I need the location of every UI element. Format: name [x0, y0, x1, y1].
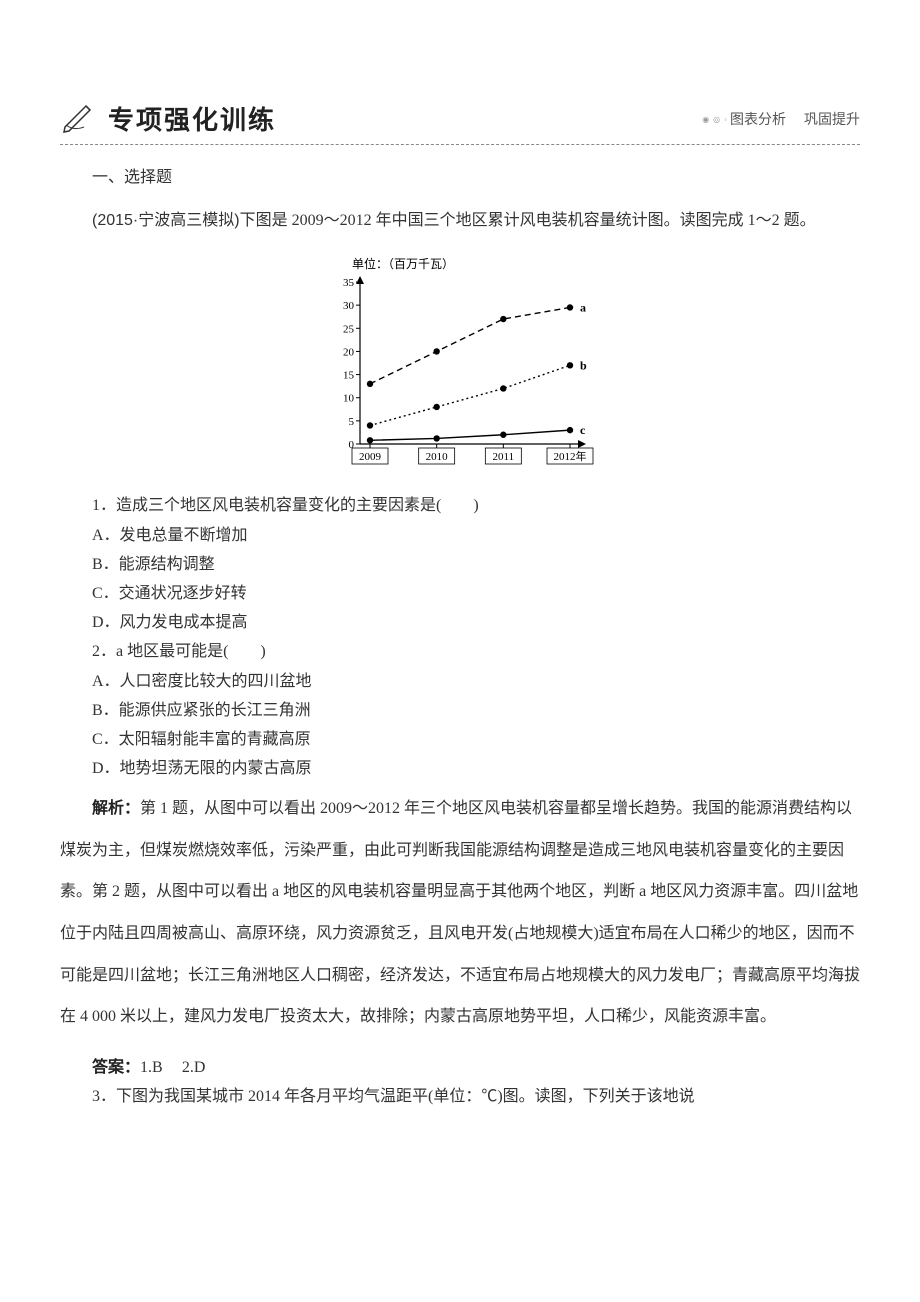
- q1-opt-a: A．发电总量不断增加: [60, 522, 860, 549]
- q1-stem: 1．造成三个地区风电装机容量变化的主要因素是( ): [60, 492, 860, 519]
- q1-opt-d: D．风力发电成本提高: [60, 609, 860, 636]
- svg-text:2009: 2009: [359, 451, 382, 463]
- svg-text:b: b: [580, 358, 587, 372]
- tagline-b: 巩固提升: [804, 110, 860, 132]
- q2-opt-b: B．能源供应紧张的长江三角洲: [60, 697, 860, 724]
- svg-text:2012年: 2012年: [554, 449, 587, 463]
- header-tagline: ◉◎◦ 图表分析 巩固提升: [701, 110, 860, 132]
- svg-text:c: c: [580, 423, 586, 437]
- q1-opt-c: C．交通状况逐步好转: [60, 580, 860, 607]
- q1-opt-b: B．能源结构调整: [60, 551, 860, 578]
- svg-text:0: 0: [349, 439, 355, 451]
- q2-opt-c: C．太阳辐射能丰富的青藏高原: [60, 726, 860, 753]
- parse-text: 第 1 题，从图中可以看出 2009～2012 年三个地区风电装机容量都呈增长趋…: [60, 800, 860, 1025]
- q2-opt-d: D．地势坦荡无限的内蒙古高原: [60, 755, 860, 782]
- section-title: 一、选择题: [60, 165, 860, 191]
- section-header: 专项强化训练 ◉◎◦ 图表分析 巩固提升: [60, 100, 860, 145]
- answer-label: 答案：: [92, 1059, 140, 1076]
- svg-text:25: 25: [343, 323, 355, 335]
- svg-text:5: 5: [349, 416, 355, 428]
- parse-block: 解析：第 1 题，从图中可以看出 2009～2012 年三个地区风电装机容量都呈…: [60, 788, 860, 1038]
- svg-text:10: 10: [343, 392, 355, 404]
- svg-text:a: a: [580, 300, 586, 314]
- q2-opt-a: A．人口密度比较大的四川盆地: [60, 668, 860, 695]
- intro-text: 下图是 2009～2012 年中国三个地区累计风电装机容量统计图。读图完成 1～…: [240, 212, 816, 229]
- answer-line: 答案：1.B 2.D: [60, 1054, 860, 1081]
- svg-text:20: 20: [343, 346, 355, 358]
- q3-stem: 3．下图为我国某城市 2014 年各月平均气温距平(单位：℃)图。读图，下列关于…: [60, 1083, 860, 1110]
- svg-text:30: 30: [343, 300, 355, 312]
- answer-1: 1.B: [140, 1059, 163, 1076]
- wind-capacity-chart: 单位：（百万千瓦） 0 5 10 15 20 25 30 35 2009 2010 2011 2012年…: [60, 254, 860, 483]
- q2-stem: 2．a 地区最可能是( ): [60, 638, 860, 665]
- intro-source: (2015·宁波高三模拟): [92, 212, 240, 229]
- tagline-a: 图表分析: [730, 110, 786, 132]
- svg-text:单位：（百万千瓦）: 单位：（百万千瓦）: [352, 256, 454, 271]
- question-set-intro: (2015·宁波高三模拟)下图是 2009～2012 年中国三个地区累计风电装机…: [60, 200, 860, 242]
- svg-text:15: 15: [343, 369, 355, 381]
- parse-label: 解析：: [92, 800, 140, 817]
- pencil-icon: [60, 101, 100, 142]
- svg-text:2010: 2010: [426, 451, 449, 463]
- header-title: 专项强化训练: [108, 100, 276, 142]
- svg-text:2011: 2011: [493, 451, 515, 463]
- svg-text:35: 35: [343, 277, 355, 289]
- answer-2: 2.D: [182, 1059, 206, 1076]
